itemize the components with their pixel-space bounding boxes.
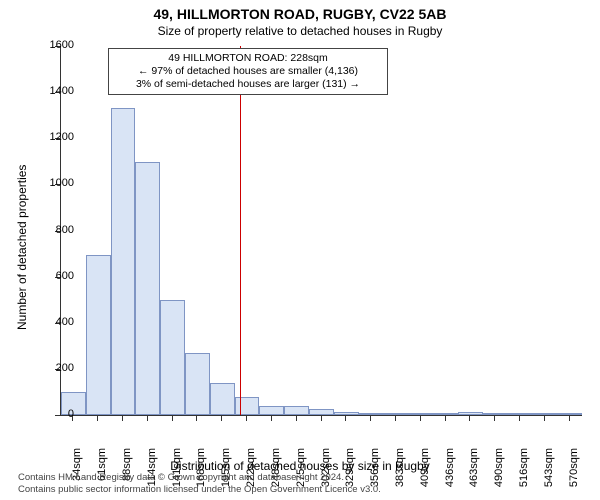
annotation-line: ← 97% of detached houses are smaller (4,…	[115, 65, 381, 78]
histogram-bar	[309, 409, 334, 415]
y-axis-label: Number of detached properties	[15, 165, 29, 330]
y-tick-label: 400	[34, 316, 74, 328]
histogram-bar	[111, 108, 136, 415]
histogram-bar	[160, 300, 185, 415]
x-tick-label: 490sqm	[493, 448, 505, 493]
x-tick-mark	[296, 416, 297, 421]
histogram-bar	[185, 353, 210, 415]
histogram-bar	[557, 413, 582, 415]
y-tick-label: 0	[34, 408, 74, 420]
histogram-bar	[508, 413, 533, 415]
y-tick-label: 800	[34, 224, 74, 236]
annotation-box: 49 HILLMORTON ROAD: 228sqm ← 97% of deta…	[108, 48, 388, 95]
x-tick-mark	[97, 416, 98, 421]
chart-title: 49, HILLMORTON ROAD, RUGBY, CV22 5AB	[0, 6, 600, 22]
x-tick-mark	[321, 416, 322, 421]
y-tick-label: 1000	[34, 177, 74, 189]
histogram-bar	[86, 255, 111, 415]
x-tick-mark	[519, 416, 520, 421]
attribution-line: Contains public sector information licen…	[18, 484, 381, 496]
histogram-bar	[433, 413, 458, 415]
y-tick-label: 1600	[34, 39, 74, 51]
x-tick-mark	[246, 416, 247, 421]
x-tick-mark	[420, 416, 421, 421]
x-tick-mark	[196, 416, 197, 421]
x-tick-mark	[370, 416, 371, 421]
x-tick-mark	[569, 416, 570, 421]
x-tick-label: 409sqm	[419, 448, 431, 493]
x-tick-mark	[172, 416, 173, 421]
x-tick-mark	[271, 416, 272, 421]
x-tick-mark	[494, 416, 495, 421]
attribution-line: Contains HM Land Registry data © Crown c…	[18, 472, 381, 484]
y-tick-label: 1400	[34, 85, 74, 97]
histogram-bar	[384, 413, 409, 415]
histogram-bar	[408, 413, 433, 415]
x-tick-mark	[544, 416, 545, 421]
x-tick-label: 543sqm	[543, 448, 555, 493]
histogram-bar	[334, 412, 359, 415]
x-tick-mark	[469, 416, 470, 421]
x-tick-mark	[147, 416, 148, 421]
histogram-bar	[359, 413, 384, 415]
histogram-bar	[259, 406, 284, 415]
plot-area	[60, 46, 582, 416]
x-tick-mark	[345, 416, 346, 421]
y-tick-label: 600	[34, 270, 74, 282]
annotation-line: 49 HILLMORTON ROAD: 228sqm	[115, 52, 381, 65]
x-tick-label: 383sqm	[394, 448, 406, 493]
x-tick-mark	[445, 416, 446, 421]
annotation-line: 3% of semi-detached houses are larger (1…	[115, 78, 381, 91]
histogram-bar	[135, 162, 160, 415]
x-tick-mark	[72, 416, 73, 421]
histogram-bar	[210, 383, 235, 415]
histogram-bar	[532, 413, 557, 415]
x-tick-label: 463sqm	[468, 448, 480, 493]
y-tick-label: 1200	[34, 131, 74, 143]
highlight-line	[240, 46, 241, 415]
attribution: Contains HM Land Registry data © Crown c…	[18, 472, 381, 496]
x-tick-mark	[395, 416, 396, 421]
histogram-bar	[284, 406, 309, 415]
x-tick-label: 516sqm	[518, 448, 530, 493]
x-tick-label: 436sqm	[444, 448, 456, 493]
x-tick-mark	[122, 416, 123, 421]
chart-subtitle: Size of property relative to detached ho…	[0, 24, 600, 38]
x-tick-label: 570sqm	[568, 448, 580, 493]
histogram-bar	[235, 397, 260, 415]
x-tick-mark	[221, 416, 222, 421]
y-tick-label: 200	[34, 362, 74, 374]
histogram-bar	[458, 412, 483, 415]
histogram-bar	[483, 413, 508, 415]
